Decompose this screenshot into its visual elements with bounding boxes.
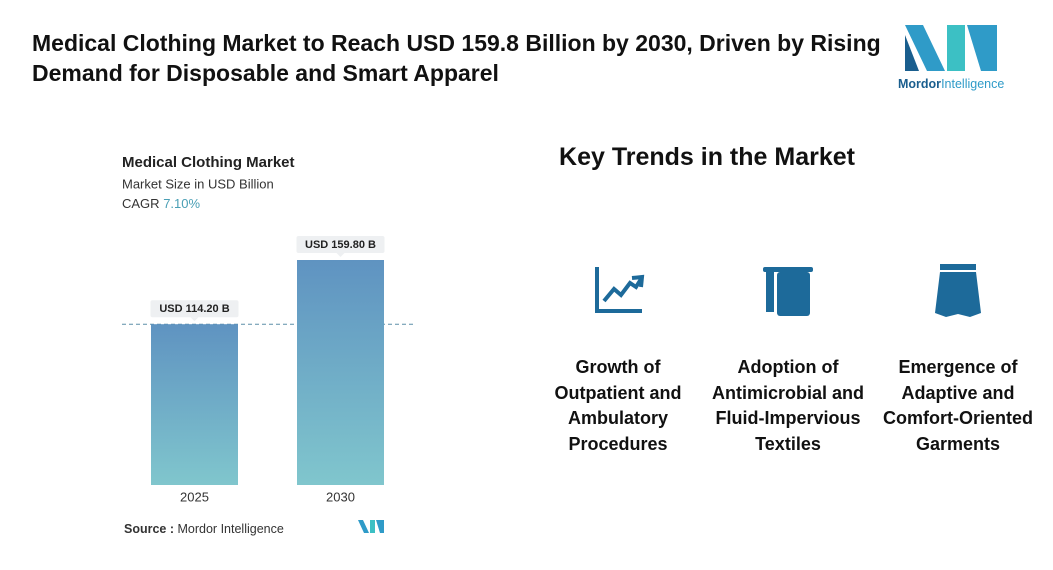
trend-item: Growth of Outpatient and Ambulatory Proc… — [554, 357, 682, 454]
x-tick-label: 2025 — [180, 489, 209, 504]
icon-growth — [595, 267, 645, 313]
bar — [151, 324, 238, 485]
icon-garment — [935, 264, 981, 317]
logo-mark — [905, 25, 997, 71]
cagr-value: 7.10% — [163, 196, 200, 211]
value-label: USD 114.20 B — [159, 303, 229, 315]
logo-text: MordorIntelligence — [898, 77, 1004, 91]
chart-subtitle: Market Size in USD Billion — [122, 176, 274, 191]
source-text: Mordor Intelligence — [178, 522, 284, 536]
trend-item: Adoption of Antimicrobial and Fluid-Impe… — [711, 357, 864, 454]
logo-brand: Mordor — [898, 77, 942, 91]
bar — [297, 260, 384, 485]
value-label-box — [296, 236, 385, 254]
source: Source : Mordor Intelligence — [124, 522, 284, 536]
value-label: USD 159.80 B — [305, 239, 376, 251]
logo-suffix: Intelligence — [941, 77, 1005, 91]
icon-textile — [763, 267, 813, 316]
source-label: Source : — [124, 522, 174, 536]
chart-title: Medical Clothing Market — [122, 154, 295, 171]
value-label-box — [150, 300, 239, 318]
cagr-label: CAGR 7.10% — [122, 196, 200, 211]
page-title: Medical Clothing Market to Reach USD 159… — [32, 30, 881, 86]
trends-title: Key Trends in the Market — [559, 143, 855, 171]
chart: Medical Clothing Market Market Size in U… — [122, 154, 416, 536]
trend-item: Emergence of Adaptive and Comfort-Orient… — [883, 357, 1033, 454]
source-logo — [358, 520, 384, 533]
value-label-pointer — [336, 253, 345, 258]
value-label-pointer — [190, 317, 199, 322]
trend-icons — [595, 264, 981, 317]
x-tick-label: 2030 — [326, 489, 355, 504]
cagr-label-text: CAGR — [122, 196, 160, 211]
